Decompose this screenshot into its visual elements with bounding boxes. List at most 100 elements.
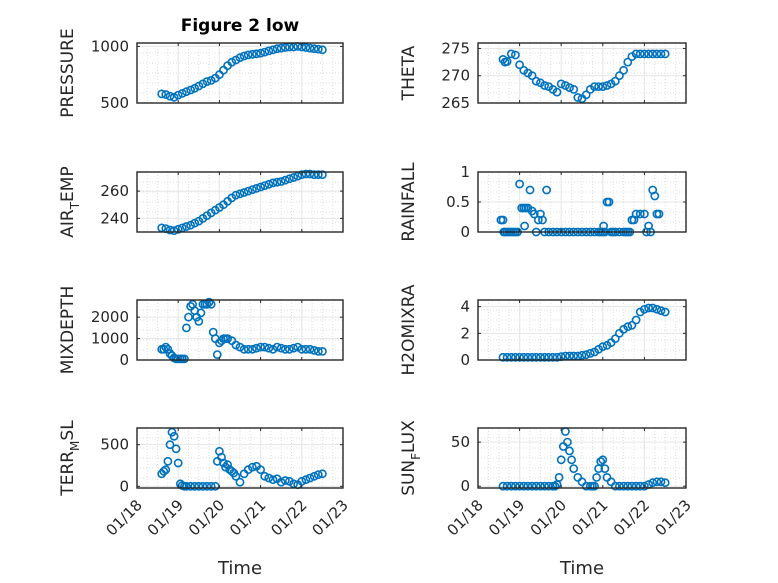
data-point bbox=[223, 334, 232, 343]
data-point bbox=[656, 306, 666, 316]
data-point bbox=[627, 481, 637, 491]
data-point bbox=[280, 476, 290, 485]
data-point bbox=[592, 472, 601, 482]
subplot-h2omixra: 0 2 4 H2OMIXRA bbox=[399, 284, 687, 376]
data-point bbox=[301, 43, 311, 52]
data-point bbox=[181, 87, 191, 97]
data-point bbox=[506, 481, 516, 491]
data-point bbox=[573, 93, 583, 102]
data-point bbox=[585, 348, 595, 358]
data-point bbox=[531, 481, 541, 491]
data-point bbox=[272, 44, 282, 54]
x-tick-label: 01/21 bbox=[568, 496, 611, 539]
data-point bbox=[644, 49, 653, 59]
data-point bbox=[544, 352, 554, 362]
y-tick-label: 0 bbox=[119, 477, 129, 495]
y-tick-label: 2 bbox=[460, 324, 470, 342]
y-tick-label: 275 bbox=[441, 39, 470, 57]
y-tick-label: 500 bbox=[100, 94, 129, 112]
data-point bbox=[313, 44, 323, 54]
data-point bbox=[569, 464, 579, 473]
data-point bbox=[305, 473, 315, 483]
data-point bbox=[260, 342, 270, 352]
data-point bbox=[161, 90, 171, 99]
data-point bbox=[272, 342, 282, 352]
axes-box bbox=[136, 171, 344, 233]
data-point bbox=[171, 444, 181, 454]
data-point bbox=[159, 344, 169, 354]
data-point bbox=[280, 175, 290, 185]
x-tick-label: 01/23 bbox=[652, 496, 695, 539]
data-point bbox=[268, 178, 278, 188]
data-point bbox=[239, 344, 249, 354]
x-tick-label: 01/23 bbox=[309, 496, 352, 539]
data-point bbox=[604, 197, 614, 207]
data-point bbox=[511, 50, 520, 60]
data-point bbox=[540, 81, 549, 90]
data-point bbox=[173, 224, 183, 234]
data-point bbox=[305, 344, 315, 354]
data-point bbox=[276, 177, 286, 186]
data-point bbox=[305, 43, 315, 53]
chart-title: Figure 2 low bbox=[181, 16, 300, 36]
data-point bbox=[289, 173, 298, 182]
data-point bbox=[169, 431, 179, 441]
data-point bbox=[165, 225, 175, 235]
data-point bbox=[531, 352, 541, 362]
data-point bbox=[202, 77, 212, 86]
data-point bbox=[157, 89, 167, 99]
data-point bbox=[556, 455, 566, 465]
data-point bbox=[538, 215, 547, 225]
x-tick-label: 01/20 bbox=[185, 496, 228, 539]
data-point bbox=[506, 49, 516, 59]
subplot-terr-msl: 0 500 TERRMSL 01/1801/1901/2001/2101/2201/2… bbox=[58, 420, 352, 579]
axes-box bbox=[136, 299, 344, 361]
data-point bbox=[181, 222, 191, 231]
axes-box bbox=[477, 42, 687, 104]
data-point bbox=[239, 51, 249, 61]
data-point bbox=[173, 90, 183, 100]
data-point bbox=[163, 344, 173, 354]
data-point bbox=[631, 209, 641, 219]
data-point bbox=[598, 455, 608, 465]
data-point bbox=[590, 481, 599, 491]
data-point bbox=[284, 174, 294, 184]
data-point bbox=[247, 185, 257, 195]
data-point bbox=[577, 350, 587, 360]
data-point bbox=[223, 460, 232, 470]
data-point bbox=[297, 344, 307, 354]
data-point bbox=[554, 472, 564, 482]
data-point bbox=[640, 481, 649, 491]
data-point bbox=[515, 179, 524, 189]
subplot-mixdepth: 0 1000 2000 MIXDEPTH bbox=[58, 286, 344, 374]
data-point bbox=[536, 481, 545, 491]
data-point bbox=[280, 43, 290, 52]
data-point bbox=[565, 83, 574, 93]
data-point bbox=[520, 221, 529, 231]
data-point bbox=[317, 45, 327, 55]
axes-box bbox=[477, 427, 687, 489]
data-point bbox=[650, 191, 660, 201]
data-point bbox=[573, 472, 583, 482]
data-point bbox=[235, 53, 245, 63]
y-axis-label: H2OMIXRA bbox=[399, 284, 419, 375]
y-tick-label: 1000 bbox=[91, 37, 129, 55]
y-axis-label: PRESSURE bbox=[58, 28, 78, 117]
data-point bbox=[523, 481, 533, 491]
data-point bbox=[161, 342, 171, 352]
data-point bbox=[540, 481, 549, 491]
data-point bbox=[181, 481, 191, 491]
data-point bbox=[660, 307, 670, 317]
data-point bbox=[515, 60, 524, 70]
data-point bbox=[598, 342, 608, 352]
data-point bbox=[610, 76, 620, 86]
data-point bbox=[542, 185, 551, 195]
data-point bbox=[247, 462, 257, 472]
data-point bbox=[656, 477, 666, 487]
data-point bbox=[581, 350, 591, 360]
data-point bbox=[194, 481, 204, 491]
data-point bbox=[317, 346, 327, 356]
data-point bbox=[640, 304, 649, 314]
data-point bbox=[289, 343, 298, 353]
